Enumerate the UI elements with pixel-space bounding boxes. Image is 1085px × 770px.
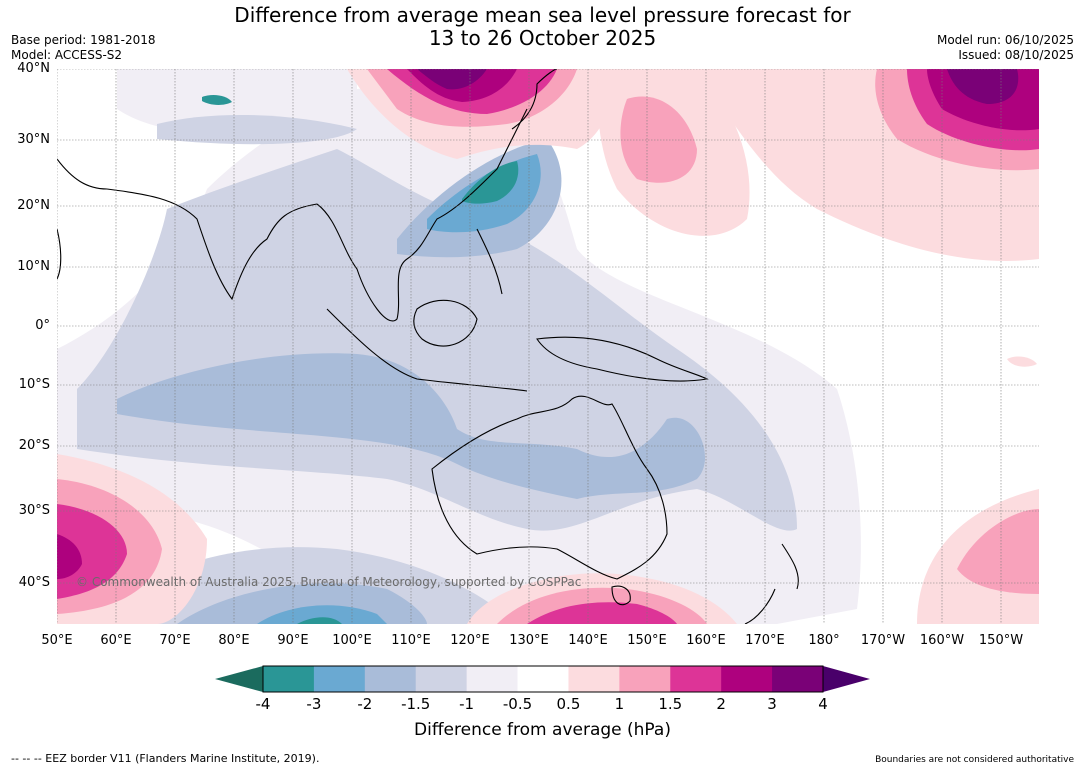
coast-indonesia xyxy=(326,308,528,392)
coastlines xyxy=(57,69,799,624)
lon-label: 50°E xyxy=(41,633,73,648)
meta-right: Model run: 06/10/2025 Issued: 08/10/2025 xyxy=(937,33,1074,63)
pressure-anomaly-map xyxy=(57,69,1039,624)
anomaly-field-positive xyxy=(57,69,1039,624)
lon-label: 120°E xyxy=(450,633,490,648)
base-period: Base period: 1981-2018 xyxy=(11,33,156,47)
lat-label: 40°N xyxy=(17,61,50,76)
colorbar-cell xyxy=(721,666,773,692)
colorbar-cell xyxy=(772,666,824,692)
coast-australia xyxy=(431,395,668,580)
meta-left: Base period: 1981-2018 Model: ACCESS-S2 xyxy=(11,33,156,63)
colorbar-cell xyxy=(517,666,569,692)
colorbar-tick-label: 0.5 xyxy=(556,695,581,713)
boundary-disclaimer: Boundaries are not considered authoritat… xyxy=(875,755,1074,765)
colorbar-tick-label: 1.5 xyxy=(658,695,683,713)
colorbar-cell xyxy=(415,666,468,692)
model-name: Model: ACCESS-S2 xyxy=(11,48,123,62)
colorbar-cell xyxy=(313,666,366,692)
colorbar xyxy=(215,665,870,693)
colorbar-tick-label: -1 xyxy=(459,695,475,713)
lon-label: 160°E xyxy=(686,633,726,648)
colorbar-cell xyxy=(364,666,417,692)
coast-se-asia xyxy=(316,108,528,322)
lon-label: 160°W xyxy=(919,633,965,648)
lon-label: 80°E xyxy=(218,633,250,648)
colorbar-tick-label: 4 xyxy=(818,695,828,713)
colorbar-cell xyxy=(263,666,315,692)
lon-label: 180° xyxy=(808,633,840,648)
coast-new-zealand xyxy=(744,543,799,624)
colorbar-tick-label: -0.5 xyxy=(502,695,533,713)
colorbar-tick-label: 1 xyxy=(614,695,625,713)
model-run: Model run: 06/10/2025 xyxy=(936,33,1074,47)
coast-arabia xyxy=(57,158,108,190)
issued-date: Issued: 08/10/2025 xyxy=(958,48,1074,62)
colorbar-tick-label: 2 xyxy=(716,695,726,713)
lon-label: 170°W xyxy=(860,633,906,648)
colorbar-tick-label: -2 xyxy=(357,695,373,713)
coast-africa xyxy=(57,228,62,280)
lon-label: 140°E xyxy=(568,633,608,648)
lat-label: 0° xyxy=(35,318,50,333)
lon-label: 110°E xyxy=(391,633,431,648)
eez-legend: -- -- -- EEZ border V11 (Flanders Marine… xyxy=(11,752,320,765)
lat-label: 30°N xyxy=(17,132,50,147)
colorbar-cells xyxy=(263,666,824,692)
lat-label: 40°S xyxy=(18,575,50,590)
title-line-1: Difference from average mean sea level p… xyxy=(234,3,851,27)
colorbar-label: Difference from average (hPa) xyxy=(414,720,671,740)
lon-label: 90°E xyxy=(277,633,309,648)
coast-india xyxy=(106,188,318,301)
lat-label: 30°S xyxy=(18,503,50,518)
coast-new-guinea xyxy=(536,336,709,382)
lat-label: 20°S xyxy=(18,438,50,453)
colorbar-tick-label: 3 xyxy=(767,695,777,713)
lon-label: 170°E xyxy=(745,633,785,648)
graticule xyxy=(57,69,1039,624)
colorbar-extend-low xyxy=(215,666,263,692)
colorbar-cell xyxy=(466,666,519,692)
colorbar-tick-label: -4 xyxy=(255,695,271,713)
lon-label: 130°E xyxy=(509,633,549,648)
coast-philippines xyxy=(476,228,503,295)
lon-label: 70°E xyxy=(159,633,191,648)
lat-label: 10°S xyxy=(18,377,50,392)
lat-label: 20°N xyxy=(17,198,50,213)
title-line-2: 13 to 26 October 2025 xyxy=(428,26,657,50)
lon-label: 150°E xyxy=(627,633,667,648)
colorbar-cell xyxy=(568,666,620,692)
copyright-notice: © Commonwealth of Australia 2025, Bureau… xyxy=(76,575,582,589)
coast-japan xyxy=(511,69,558,130)
colorbar-tick-label: -1.5 xyxy=(401,695,431,713)
colorbar-extend-high xyxy=(823,666,870,692)
lon-label: 150°W xyxy=(978,633,1024,648)
colorbar-frame xyxy=(262,665,824,693)
colorbar-cell xyxy=(619,666,671,692)
colorbar-tick-label: -3 xyxy=(306,695,322,713)
chart-title: Difference from average mean sea level p… xyxy=(0,4,1085,50)
lat-label: 10°N xyxy=(17,259,50,274)
lon-label: 60°E xyxy=(100,633,132,648)
coast-tasmania xyxy=(611,585,631,606)
lon-label: 100°E xyxy=(332,633,372,648)
colorbar-cell xyxy=(670,666,722,692)
